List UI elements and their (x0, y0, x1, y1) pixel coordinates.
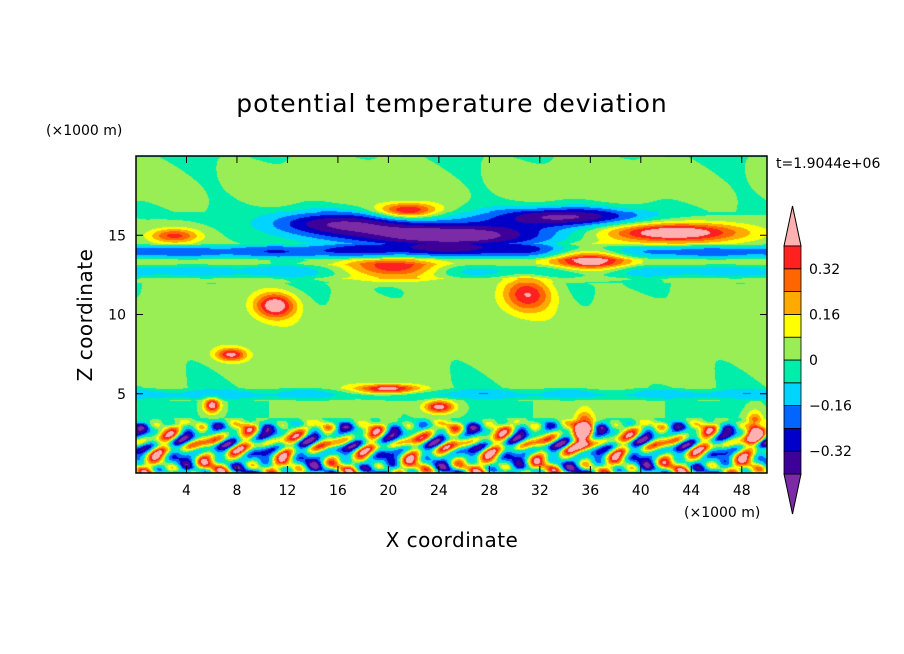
y-tick-label: 5 (117, 387, 126, 403)
x-tick-label: 36 (581, 483, 599, 499)
colorbar-extend-top (783, 205, 802, 247)
colorbar-segment (783, 336, 802, 361)
time-label: t=1.9044e+06 (776, 156, 880, 172)
colorbar-segment (783, 245, 802, 270)
colorbar-segment (783, 291, 802, 315)
colorbar-segment (783, 268, 802, 292)
colorbar-tick-label: −0.16 (809, 399, 852, 415)
x-tick-label: 44 (682, 483, 700, 499)
colorbar-tick-label: 0.16 (809, 307, 840, 323)
colorbar-segment (783, 359, 802, 384)
contour-field (136, 156, 767, 473)
x-tick-label: 16 (329, 483, 347, 499)
x-tick-label: 20 (379, 483, 397, 499)
colorbar-segment (783, 313, 802, 338)
colorbar-tick-label: 0 (809, 353, 818, 369)
colorbar-segment (783, 405, 802, 429)
x-units-label: (×1000 m) (684, 505, 760, 521)
y-tick-label: 15 (108, 228, 126, 244)
x-tick-label: 24 (430, 483, 448, 499)
colorbar-segment (783, 382, 802, 406)
colorbar-tick-label: 0.32 (809, 262, 840, 278)
colorbar: 0.32 0.16 0 −0.16 −0.32 (783, 205, 852, 515)
x-tick-label: 8 (232, 483, 241, 499)
colorbar-segment (783, 450, 802, 475)
colorbar-extend-bottom (783, 473, 802, 515)
colorbar-segment (783, 427, 802, 452)
y-axis-label: Z coordinate (73, 249, 97, 382)
x-tick-label: 12 (279, 483, 297, 499)
x-tick-label: 40 (632, 483, 650, 499)
x-tick-label: 4 (182, 483, 191, 499)
y-axis-ticks: 5 10 15 (108, 228, 767, 403)
x-tick-label: 32 (531, 483, 549, 499)
x-axis-ticks: 4 8 12 16 20 24 28 32 36 40 44 48 (182, 156, 751, 499)
x-tick-label: 48 (733, 483, 751, 499)
y-units-label: (×1000 m) (46, 123, 122, 139)
chart-title: potential temperature deviation (236, 89, 667, 118)
x-axis-label: X coordinate (386, 528, 519, 552)
x-tick-label: 28 (480, 483, 498, 499)
colorbar-tick-label: −0.32 (809, 444, 852, 460)
y-tick-label: 10 (108, 308, 126, 324)
